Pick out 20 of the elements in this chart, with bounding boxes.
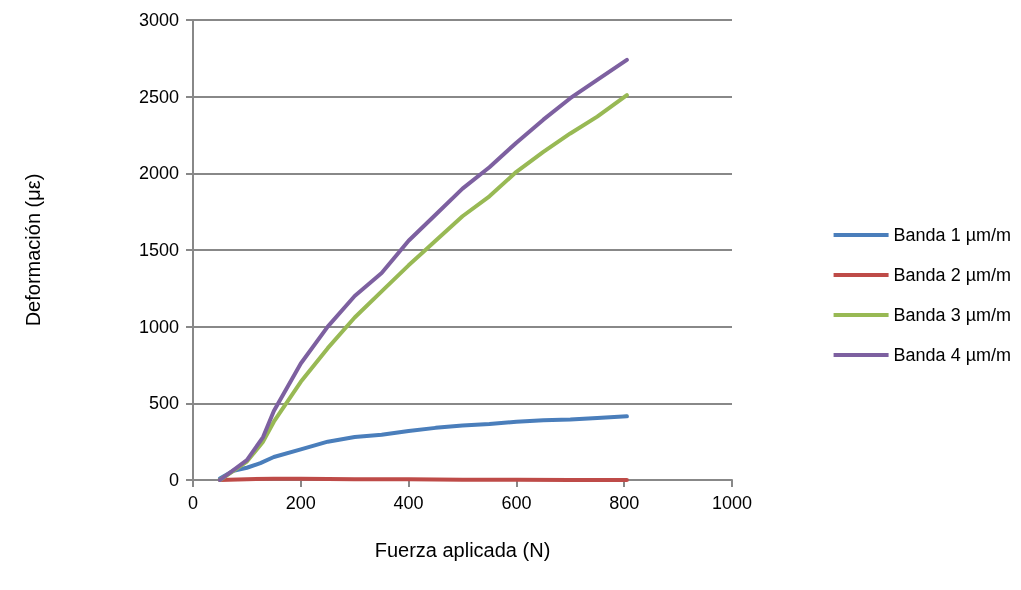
x-axis-title: Fuerza aplicada (N) (374, 539, 551, 561)
line-series (217, 414, 629, 481)
x-tick-label: 200 (285, 493, 316, 513)
y-tick-label: 1500 (138, 240, 179, 260)
x-tick-label: 600 (501, 493, 532, 513)
y-tick-label: 0 (168, 470, 179, 490)
legend-label: Banda 4 µm/m (893, 345, 1011, 365)
x-tick-label: 400 (393, 493, 424, 513)
y-tick-label: 2500 (138, 86, 179, 107)
y-tick-label: 3000 (138, 10, 179, 30)
x-tick-label: 0 (187, 493, 199, 513)
y-tick-label: 1000 (138, 316, 179, 337)
y-tick-label: 2000 (138, 163, 179, 184)
x-tick-label: 1000 (711, 493, 753, 513)
y-tick-label: 500 (148, 393, 179, 414)
legend-label: Banda 2 µm/m (893, 265, 1011, 285)
legend-label: Banda 1 µm/m (893, 225, 1011, 245)
legend-label: Banda 3 µm/m (893, 305, 1011, 325)
x-tick-label: 800 (609, 493, 640, 513)
y-axis-title: Deformación (με) (22, 173, 44, 327)
